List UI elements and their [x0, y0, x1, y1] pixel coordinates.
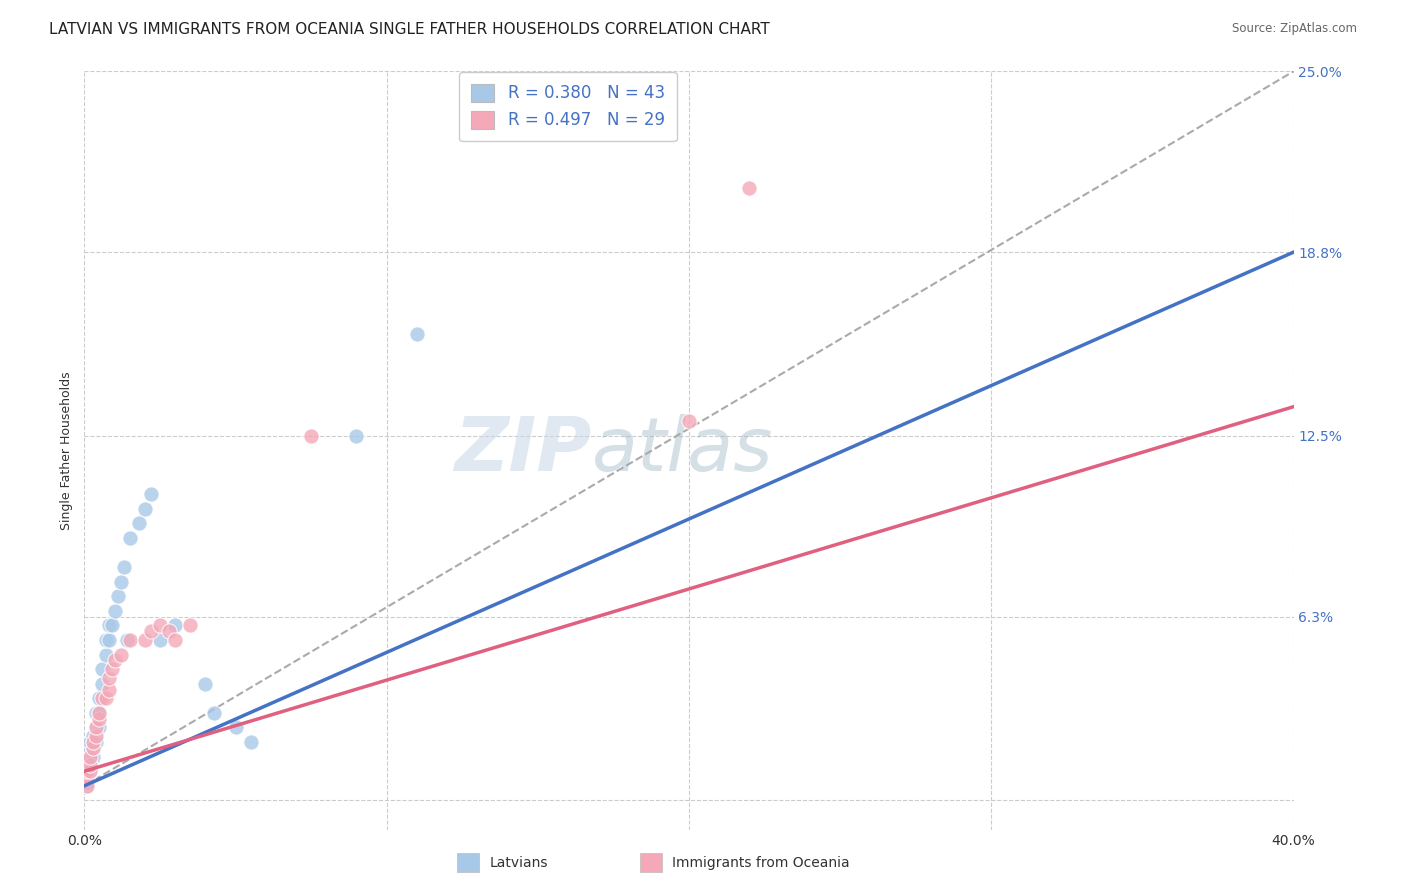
Point: [89, 712, 111, 726]
Point: [82, 740, 104, 755]
Point: [89, 721, 111, 735]
Point: [76, 770, 98, 784]
Point: [110, 648, 132, 662]
Point: [79, 749, 101, 764]
Point: [79, 740, 101, 755]
Point: [82, 729, 104, 743]
Point: [149, 618, 172, 632]
Point: [86, 735, 108, 749]
Text: Latvians: Latvians: [489, 855, 548, 870]
Point: [91, 677, 114, 691]
Point: [149, 633, 172, 648]
Point: [202, 706, 225, 720]
Point: [76, 779, 98, 793]
Text: ZIP: ZIP: [456, 414, 592, 487]
Point: [115, 633, 138, 648]
Point: [134, 633, 156, 648]
Point: [89, 706, 111, 720]
Point: [86, 729, 108, 743]
Point: [157, 624, 180, 639]
Text: Immigrants from Oceania: Immigrants from Oceania: [672, 855, 849, 870]
Point: [76, 764, 98, 779]
Point: [299, 429, 322, 443]
Point: [79, 758, 101, 772]
Point: [406, 326, 429, 341]
Point: [346, 429, 368, 443]
Point: [94, 691, 117, 706]
Point: [104, 653, 127, 667]
Point: [139, 487, 162, 501]
Point: [165, 633, 187, 648]
Point: [89, 691, 111, 706]
Point: [97, 633, 120, 648]
Point: [165, 618, 187, 632]
Point: [738, 181, 761, 195]
Point: [107, 589, 129, 603]
Point: [94, 633, 117, 648]
Point: [97, 618, 120, 632]
Text: Source: ZipAtlas.com: Source: ZipAtlas.com: [1232, 22, 1357, 36]
Y-axis label: Single Father Households: Single Father Households: [60, 371, 73, 530]
Point: [76, 764, 98, 779]
Point: [104, 604, 127, 618]
Point: [239, 735, 262, 749]
Point: [678, 414, 700, 428]
Point: [76, 776, 98, 790]
Point: [82, 735, 104, 749]
Legend: R = 0.380   N = 43, R = 0.497   N = 29: R = 0.380 N = 43, R = 0.497 N = 29: [460, 72, 676, 141]
Point: [94, 648, 117, 662]
Point: [179, 618, 201, 632]
Text: atlas: atlas: [592, 415, 773, 486]
Point: [86, 721, 108, 735]
Point: [79, 758, 101, 772]
Point: [118, 633, 141, 648]
Point: [76, 770, 98, 784]
Point: [91, 691, 114, 706]
Point: [225, 721, 247, 735]
Point: [79, 749, 101, 764]
Point: [112, 560, 135, 574]
Point: [86, 706, 108, 720]
Point: [118, 531, 141, 545]
Point: [97, 671, 120, 685]
Point: [100, 618, 122, 632]
Point: [110, 574, 132, 589]
Point: [79, 764, 101, 779]
Point: [76, 779, 98, 793]
Point: [194, 677, 217, 691]
Point: [79, 735, 101, 749]
Point: [97, 682, 120, 697]
Point: [86, 721, 108, 735]
Point: [128, 516, 150, 531]
Point: [79, 764, 101, 779]
Point: [139, 624, 162, 639]
Point: [134, 501, 156, 516]
Text: LATVIAN VS IMMIGRANTS FROM OCEANIA SINGLE FATHER HOUSEHOLDS CORRELATION CHART: LATVIAN VS IMMIGRANTS FROM OCEANIA SINGL…: [49, 22, 770, 37]
Point: [82, 735, 104, 749]
Point: [82, 749, 104, 764]
Point: [82, 740, 104, 755]
Point: [89, 706, 111, 720]
Point: [100, 662, 122, 676]
Point: [91, 662, 114, 676]
